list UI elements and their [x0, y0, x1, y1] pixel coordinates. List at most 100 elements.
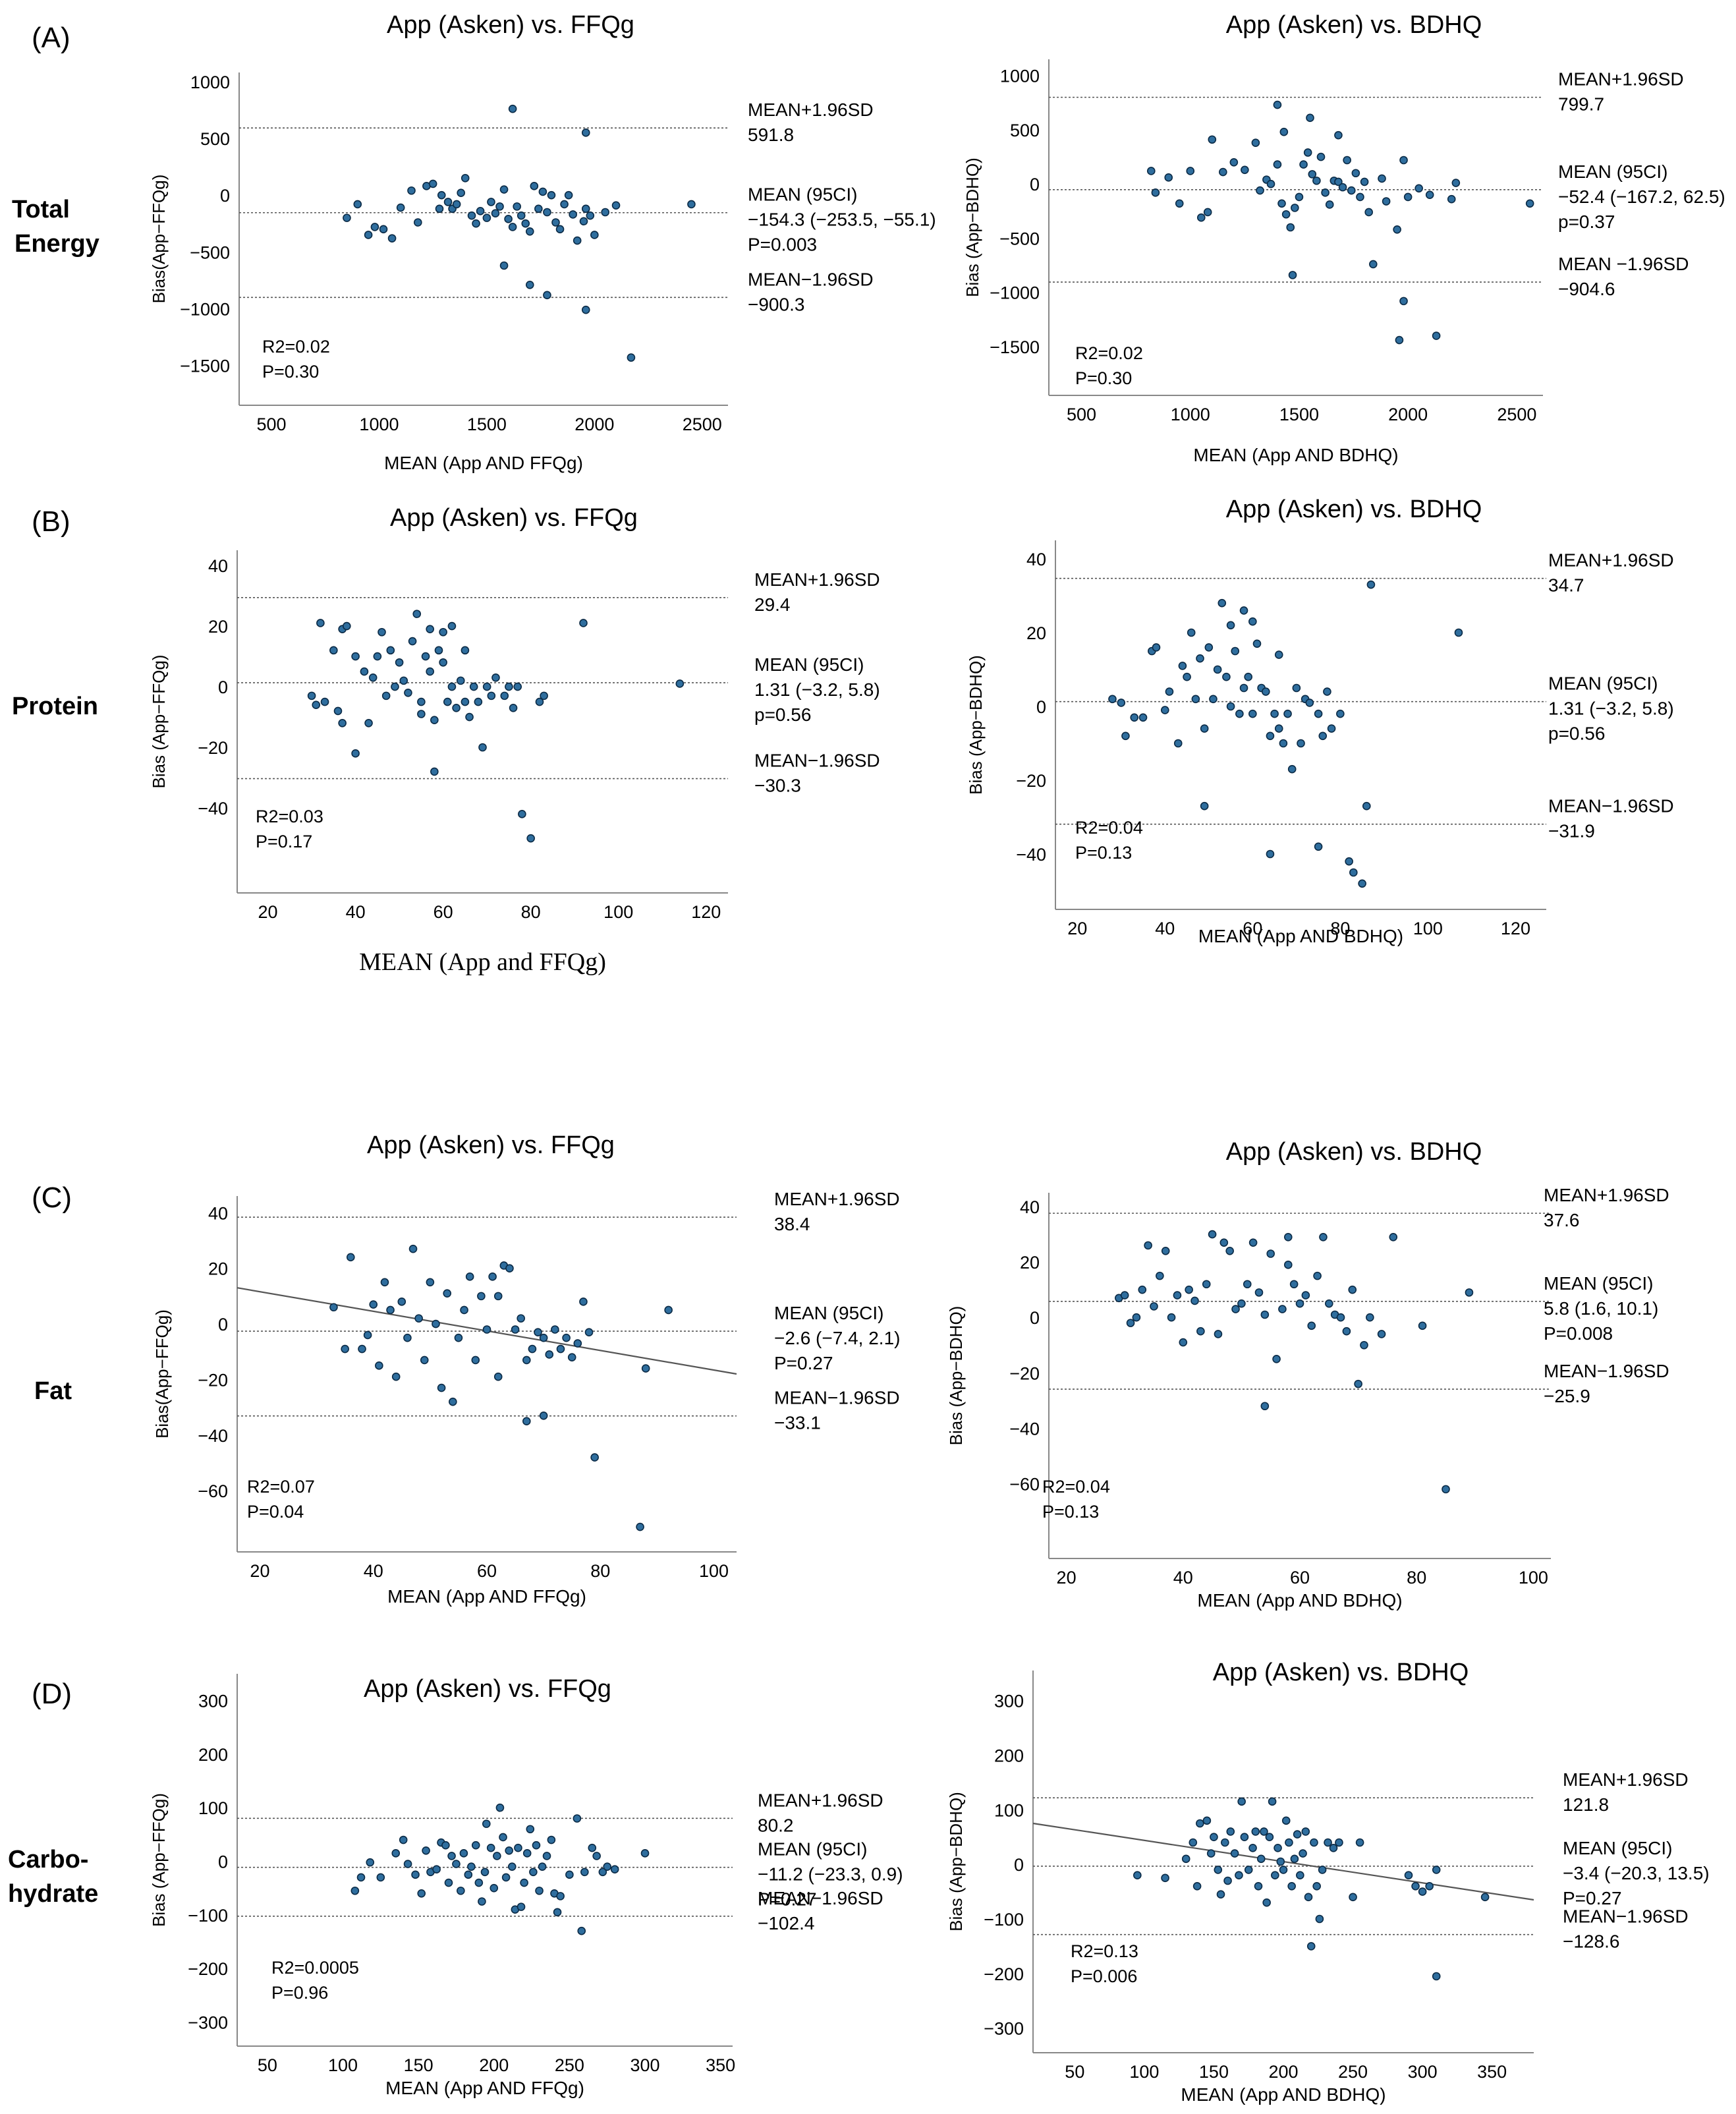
data-point	[444, 1878, 453, 1887]
stat-p: P=0.13	[1075, 843, 1132, 863]
data-point	[1226, 702, 1235, 711]
data-point	[491, 209, 500, 218]
data-point	[1278, 1305, 1287, 1313]
x-axis-label: MEAN (App AND BDHQ)	[1197, 1590, 1402, 1611]
y-tick-label: −20	[198, 738, 228, 758]
data-point	[1296, 1871, 1304, 1880]
stat-p: P=0.96	[271, 1983, 328, 2003]
y-tick-label: 300	[994, 1692, 1024, 1711]
data-point	[540, 691, 548, 700]
data-point	[1382, 197, 1391, 206]
data-point	[428, 179, 437, 188]
stat-p: P=0.04	[247, 1502, 304, 1522]
x-tick-label: 50	[258, 2055, 277, 2075]
data-point	[636, 1522, 644, 1531]
data-point	[1173, 739, 1183, 748]
y-tick-label: −200	[188, 1959, 228, 1979]
x-tick-label: 500	[1067, 405, 1096, 424]
data-point	[1432, 1972, 1441, 1981]
data-point	[1244, 1866, 1253, 1874]
data-point	[1306, 113, 1314, 123]
data-point	[1178, 662, 1187, 670]
x-tick-label: 200	[479, 2055, 509, 2075]
ref-label-1: MEAN (95CI)	[754, 654, 864, 675]
ref-p-value: P=0.008	[1544, 1323, 1613, 1344]
data-point	[465, 712, 474, 722]
data-point	[408, 637, 417, 646]
data-point	[461, 697, 470, 706]
y-tick-label: 0	[1036, 697, 1046, 717]
data-point	[1214, 1330, 1223, 1338]
ref-value-0: 37.6	[1544, 1210, 1580, 1230]
data-point	[1290, 1854, 1299, 1864]
x-tick-label: 20	[250, 1561, 269, 1581]
chart-C-bdhq: App (Asken) vs. BDHQ 20 40 60 80 100 40 20 0 −20 −…	[946, 1138, 1669, 1611]
data-point	[437, 1383, 446, 1392]
y-tick-label: −300	[984, 2019, 1024, 2039]
data-point	[543, 291, 551, 300]
chart-title: App (Asken) vs. FFQg	[367, 1131, 615, 1159]
data-point	[577, 1926, 586, 1935]
data-point	[1343, 156, 1351, 165]
data-point	[1256, 1854, 1266, 1864]
data-point	[1196, 1819, 1204, 1828]
stat-p: P=0.17	[256, 832, 312, 851]
data-point	[641, 1364, 650, 1373]
data-point	[1130, 713, 1139, 722]
y-tick-label: 0	[1030, 1308, 1040, 1328]
data-point	[1209, 695, 1218, 704]
data-point	[1208, 135, 1217, 144]
y-tick-label: −60	[1009, 1474, 1040, 1494]
x-tick-label: 2500	[683, 414, 722, 434]
data-point	[474, 697, 483, 706]
data-point	[1117, 699, 1126, 707]
x-tick-label: 60	[477, 1561, 497, 1581]
data-point	[370, 223, 379, 231]
y-tick-label: 200	[994, 1746, 1024, 1765]
data-point	[1161, 1246, 1170, 1255]
y-tick-label: 300	[198, 1692, 228, 1711]
ref-value-1: −11.2 (−23.3, 0.9)	[758, 1864, 903, 1885]
data-point	[529, 1868, 538, 1877]
y-tick-label: 20	[1020, 1253, 1040, 1272]
data-point	[1334, 177, 1343, 186]
data-point	[1243, 1280, 1252, 1289]
data-point	[1283, 1261, 1293, 1269]
ref-label-1: MEAN (95CI)	[774, 1303, 883, 1323]
y-tick-label: −20	[198, 1370, 228, 1390]
data-point	[1266, 1249, 1275, 1258]
ref-value-2: −30.3	[754, 776, 801, 796]
data-point	[1121, 731, 1130, 741]
data-point	[1368, 260, 1378, 269]
data-point	[1230, 1849, 1239, 1858]
data-point	[457, 1886, 465, 1895]
chart-title: App (Asken) vs. FFQg	[390, 504, 638, 532]
x-tick-label: 1500	[467, 414, 507, 434]
data-point	[1349, 1893, 1357, 1902]
x-tick-label: 80	[1330, 919, 1350, 938]
y-tick-label: 0	[1030, 175, 1040, 194]
data-point	[1525, 199, 1534, 208]
data-point	[1273, 160, 1282, 169]
data-point	[1225, 1246, 1234, 1255]
ref-value-2: −31.9	[1548, 821, 1595, 842]
data-point	[1274, 724, 1283, 733]
data-point	[482, 682, 491, 691]
ref-label-1: MEAN (95CI)	[1544, 1273, 1653, 1294]
ref-value-0: 29.4	[754, 594, 791, 615]
data-point	[1248, 709, 1257, 718]
ref-label-1: MEAN (95CI)	[1563, 1838, 1672, 1858]
data-point	[1235, 1871, 1243, 1880]
data-point	[562, 1333, 571, 1342]
y-axis-label: Bias (App−FFQg)	[149, 1793, 169, 1927]
data-point	[408, 1244, 418, 1253]
data-point	[526, 834, 535, 843]
data-point	[395, 658, 404, 667]
ref-label-0: MEAN+1.96SD	[1544, 1185, 1669, 1205]
data-point	[1313, 1271, 1322, 1280]
data-point	[493, 1372, 503, 1381]
data-point	[1287, 764, 1297, 774]
data-point	[1289, 1280, 1299, 1289]
data-point	[422, 1846, 430, 1855]
ref-value-1: 5.8 (1.6, 10.1)	[1544, 1298, 1658, 1319]
